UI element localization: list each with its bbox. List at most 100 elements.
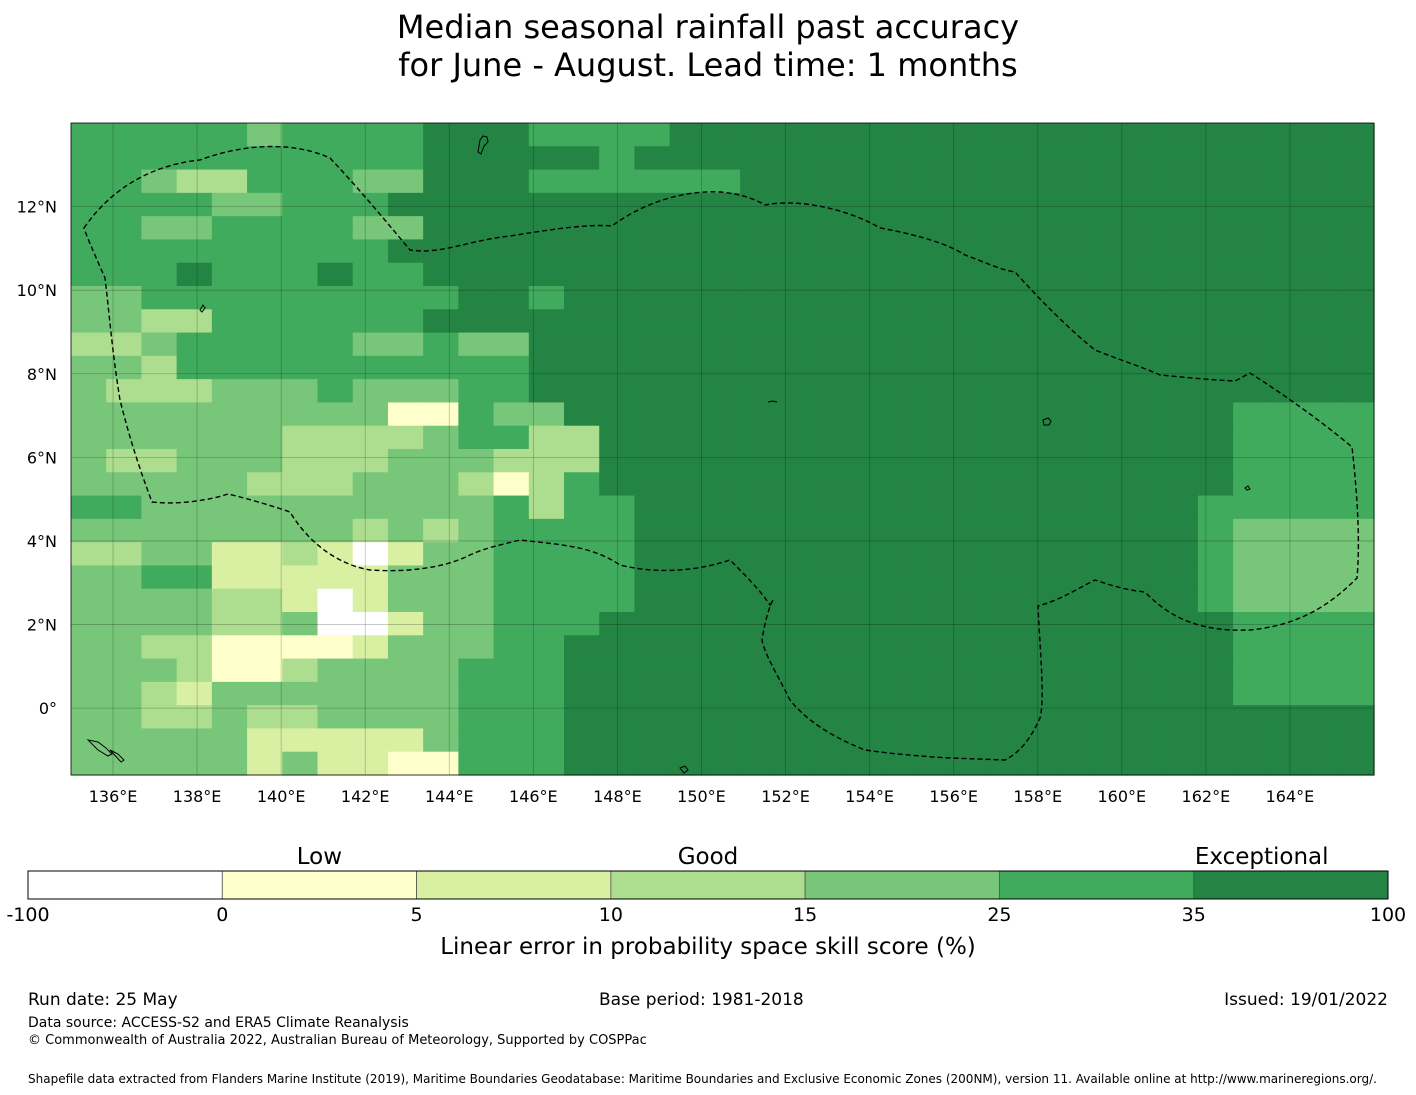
grid-cell — [1127, 262, 1164, 287]
grid-cell — [1162, 518, 1199, 543]
grid-cell — [247, 192, 283, 217]
grid-cell — [528, 565, 565, 590]
grid-cell — [1021, 565, 1058, 590]
grid-cell — [423, 612, 459, 636]
grid-cell — [634, 355, 671, 380]
grid-cell — [986, 681, 1023, 706]
grid-cell — [458, 612, 495, 636]
grid-cell — [1021, 588, 1058, 613]
grid-cell — [1197, 379, 1234, 404]
grid-cell — [634, 681, 671, 706]
grid-cell — [176, 216, 213, 241]
grid-cell — [986, 262, 1023, 287]
grid-cell — [740, 705, 776, 730]
grid-cell — [669, 192, 706, 217]
grid-cell — [1268, 355, 1305, 380]
grid-cell — [740, 635, 776, 660]
grid-cell — [916, 495, 953, 520]
grid-cell — [951, 612, 988, 636]
grid-cell — [775, 728, 812, 753]
longitude-tick-label: 150°E — [677, 787, 726, 806]
grid-cell — [176, 728, 213, 753]
grid-cell — [775, 239, 812, 264]
grid-cell — [141, 518, 178, 543]
grid-cell — [106, 518, 143, 543]
grid-cell — [106, 612, 143, 636]
grid-cell — [71, 495, 107, 520]
grid-cell — [282, 681, 319, 706]
grid-cell — [387, 449, 424, 473]
grid-cell — [493, 146, 530, 171]
grid-cell — [1162, 123, 1199, 147]
grid-cell — [1057, 658, 1093, 683]
grid-cell — [1338, 123, 1375, 147]
grid-cell — [282, 751, 319, 776]
grid-cell — [1127, 146, 1164, 171]
grid-cell — [387, 123, 424, 147]
grid-cell — [1021, 751, 1058, 776]
grid-cell — [141, 239, 178, 264]
grid-cell — [1021, 518, 1058, 543]
grid-cell — [1127, 425, 1164, 450]
grid-cell — [141, 751, 178, 776]
grid-cell — [845, 262, 882, 287]
grid-cell — [458, 332, 495, 357]
grid-cell — [423, 355, 459, 380]
grid-cell — [1092, 635, 1129, 660]
grid-cell — [880, 332, 917, 357]
longitude-tick-label: 146°E — [509, 787, 558, 806]
grid-cell — [1021, 681, 1058, 706]
grid-cell — [387, 402, 424, 427]
latitude-tick-label: 12°N — [17, 198, 57, 217]
grid-cell — [282, 239, 319, 264]
grid-cell — [634, 449, 671, 473]
grid-cell — [387, 495, 424, 520]
grid-cell — [211, 728, 248, 753]
grid-cell — [211, 612, 248, 636]
colorbar-tick-labels: -100 0 5 10 15 25 35 100 — [6, 904, 1406, 926]
grid-cell — [528, 588, 565, 613]
grid-cell — [1092, 565, 1129, 590]
grid-cell — [352, 286, 389, 310]
grid-cell — [141, 146, 178, 171]
grid-cell — [1197, 681, 1234, 706]
grid-cell — [1162, 728, 1199, 753]
grid-cell — [880, 542, 917, 567]
grid-cell — [704, 262, 741, 287]
grid-cell — [986, 635, 1023, 660]
grid-cell — [282, 379, 319, 404]
grid-cell — [986, 495, 1023, 520]
grid-cell — [1057, 123, 1093, 147]
grid-cell — [1268, 379, 1305, 404]
grid-cell — [880, 472, 917, 497]
grid-cell — [704, 658, 741, 683]
grid-cell — [317, 379, 354, 404]
grid-cell — [387, 565, 424, 590]
grid-cell — [669, 169, 706, 194]
grid-cell — [528, 681, 565, 706]
grid-cell — [845, 192, 882, 217]
grid-cell — [564, 216, 600, 241]
grid-cell — [916, 355, 953, 380]
grid-cell — [1162, 472, 1199, 497]
grid-cell — [176, 705, 213, 730]
grid-cell — [845, 449, 882, 473]
grid-cell — [810, 216, 847, 241]
grid-cell — [845, 472, 882, 497]
grid-cell — [1268, 681, 1305, 706]
grid-cell — [528, 472, 565, 497]
grid-cell — [810, 449, 847, 473]
latitude-tick-label: 4°N — [27, 532, 57, 551]
grid-cell — [880, 635, 917, 660]
grid-cell — [634, 286, 671, 310]
grid-cell — [71, 332, 107, 357]
grid-cell — [986, 216, 1023, 241]
grid-cell — [141, 449, 178, 473]
grid-cell — [845, 658, 882, 683]
grid-cell — [528, 542, 565, 567]
grid-cell — [106, 542, 143, 567]
grid-cell — [775, 216, 812, 241]
grid-cell — [493, 565, 530, 590]
grid-cell — [1197, 239, 1234, 264]
grid-cell — [845, 123, 882, 147]
